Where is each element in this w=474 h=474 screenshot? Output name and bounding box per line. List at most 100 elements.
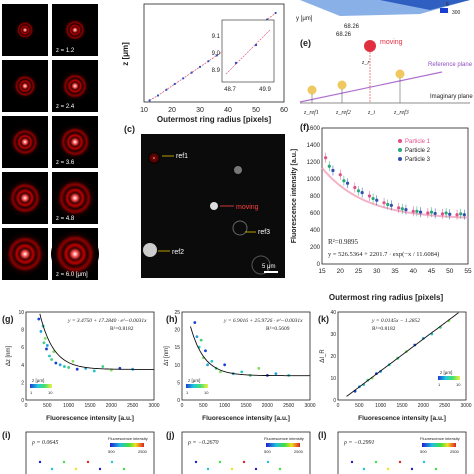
ytick: 40 — [330, 310, 336, 316]
xtick: 500 — [355, 403, 364, 409]
panel-f-ytick: 1400 — [307, 143, 321, 149]
ytick: 5 — [177, 380, 180, 386]
panel-h-cb-label: z [μm] — [188, 378, 200, 383]
z-ref2-label: z_ref2 — [335, 109, 351, 116]
corr-point — [110, 460, 114, 464]
xtick: 2500 — [127, 403, 138, 409]
scatter-point — [274, 372, 278, 375]
panel-d: y [μm] 68.26 6 300 68.26 — [296, 0, 470, 38]
panel-b-point — [156, 94, 160, 97]
panel-f-ytick: 600 — [310, 211, 321, 217]
ytick: 2 — [21, 380, 24, 386]
z-i-label: z_i — [367, 110, 375, 116]
corr-point — [386, 467, 390, 471]
ytick: 0 — [177, 398, 180, 404]
xtick: 500 — [43, 403, 52, 409]
panel-g-xlabel: Fluorescence intensity [a.u.] — [46, 415, 134, 422]
corr-point — [38, 460, 42, 464]
psf-pattern — [3, 232, 47, 276]
panel-f-xtick: 15 — [318, 268, 326, 275]
inset-ytick: 9.1 — [212, 34, 221, 40]
z-ref1-label: z_ref1 — [303, 109, 319, 116]
panel-d-cbar — [440, 8, 448, 13]
panel-f-ylabel: Fluorescence intensity [a.u.] — [291, 149, 298, 244]
panel-i-cb-tick: 2500 — [138, 449, 148, 454]
ytick: 10 — [330, 376, 336, 382]
fit-curve — [190, 326, 310, 377]
psf-pattern — [6, 179, 44, 217]
panel-g-equation: y = 3.4750 + 17.2840 · e^−0.0031x — [67, 317, 147, 324]
ref-particle-icon — [337, 80, 347, 90]
ytick: 0 — [21, 398, 24, 404]
panel-b-ylabel: z [μm] — [121, 42, 130, 66]
corr-point — [254, 467, 258, 471]
inset-ytick: 9.0 — [212, 51, 221, 57]
corr-point — [374, 460, 378, 464]
panel-g-colorbar — [30, 384, 52, 388]
panel-i-cb-title: Fluorescence intensity — [108, 436, 148, 441]
panel-b-inset — [221, 19, 275, 83]
panel-j-label: (j) — [166, 430, 175, 440]
corr-point — [98, 467, 102, 471]
ytick: 10 — [174, 363, 180, 369]
psf-pattern — [12, 73, 38, 99]
scatter-point — [193, 321, 197, 324]
panel-f-xtick: 30 — [373, 268, 381, 275]
scatter-point — [37, 317, 41, 321]
panel-f-ytick: 0 — [317, 262, 321, 268]
particle-moving — [210, 202, 218, 210]
panel-h-colorbar — [186, 384, 208, 388]
corr-point — [266, 460, 270, 464]
panel-g-frame — [25, 311, 155, 401]
panel-g-cb-tick: 1 — [30, 390, 33, 395]
panel-f-xtick: 55 — [464, 268, 472, 275]
corr-point — [278, 467, 282, 471]
xtick: 2500 — [283, 403, 294, 409]
panel-f-ytick: 800 — [310, 194, 321, 200]
ytick: 0 — [333, 398, 336, 404]
scatter-point — [101, 365, 105, 368]
panel-g: (g) Δz [nm] Fluorescence intensity [a.u.… — [2, 310, 160, 422]
panel-k-frame — [337, 311, 467, 401]
corr-point — [62, 460, 66, 464]
psf-pattern — [57, 124, 93, 160]
panel-g-ylabel: Δz [nm] — [6, 345, 12, 366]
ytick: 8 — [21, 328, 24, 334]
scatter-point — [195, 335, 199, 339]
scatter-point — [45, 347, 48, 351]
panel-k: (k) ΔI_R Fluorescence intensity [a.u.] y… — [318, 310, 472, 422]
corr-point — [242, 460, 246, 464]
panel-l-colorbar — [422, 443, 456, 447]
panel-k-cb-tick: 1 — [438, 382, 441, 387]
scatter-point — [223, 363, 227, 367]
panel-k-xlabel: Fluorescence intensity [a.u.] — [358, 415, 446, 422]
panel-b-point — [173, 82, 176, 86]
panel-f-label: (f) — [300, 122, 309, 132]
scatter-point — [43, 337, 47, 340]
scatter-point — [210, 359, 214, 363]
panel-b-xtick: 30 — [196, 107, 204, 114]
panel-b-point — [165, 88, 168, 91]
corr-point — [194, 460, 198, 464]
panel-b-xtick: 60 — [280, 107, 288, 114]
legend-p2: Particle 2 — [405, 148, 431, 154]
panel-f-xtick: 45 — [428, 268, 436, 275]
scatter-point — [42, 341, 46, 345]
panel-f-xlabel: Outermost ring radius [pixels] — [329, 293, 444, 302]
ytick: 20 — [330, 354, 336, 360]
panel-h-equation: y = 6.9016 + 25.9726 · e^−0.0031x — [223, 318, 303, 324]
particle-ref3 — [232, 220, 248, 236]
scatter-point — [48, 354, 51, 358]
panel-f-r2: R²=0.9895 — [328, 238, 358, 246]
inset-ytick: 8.9 — [212, 68, 221, 74]
scatter-point — [63, 365, 66, 368]
legend-marker-p3 — [398, 157, 402, 161]
particle-ref2 — [143, 243, 157, 257]
fit-curve — [346, 312, 459, 397]
ytick: 30 — [330, 332, 336, 338]
ytick: 10 — [18, 310, 24, 316]
psf-pattern — [9, 126, 41, 158]
panel-b-point — [215, 54, 218, 57]
ytick: 15 — [174, 345, 180, 351]
